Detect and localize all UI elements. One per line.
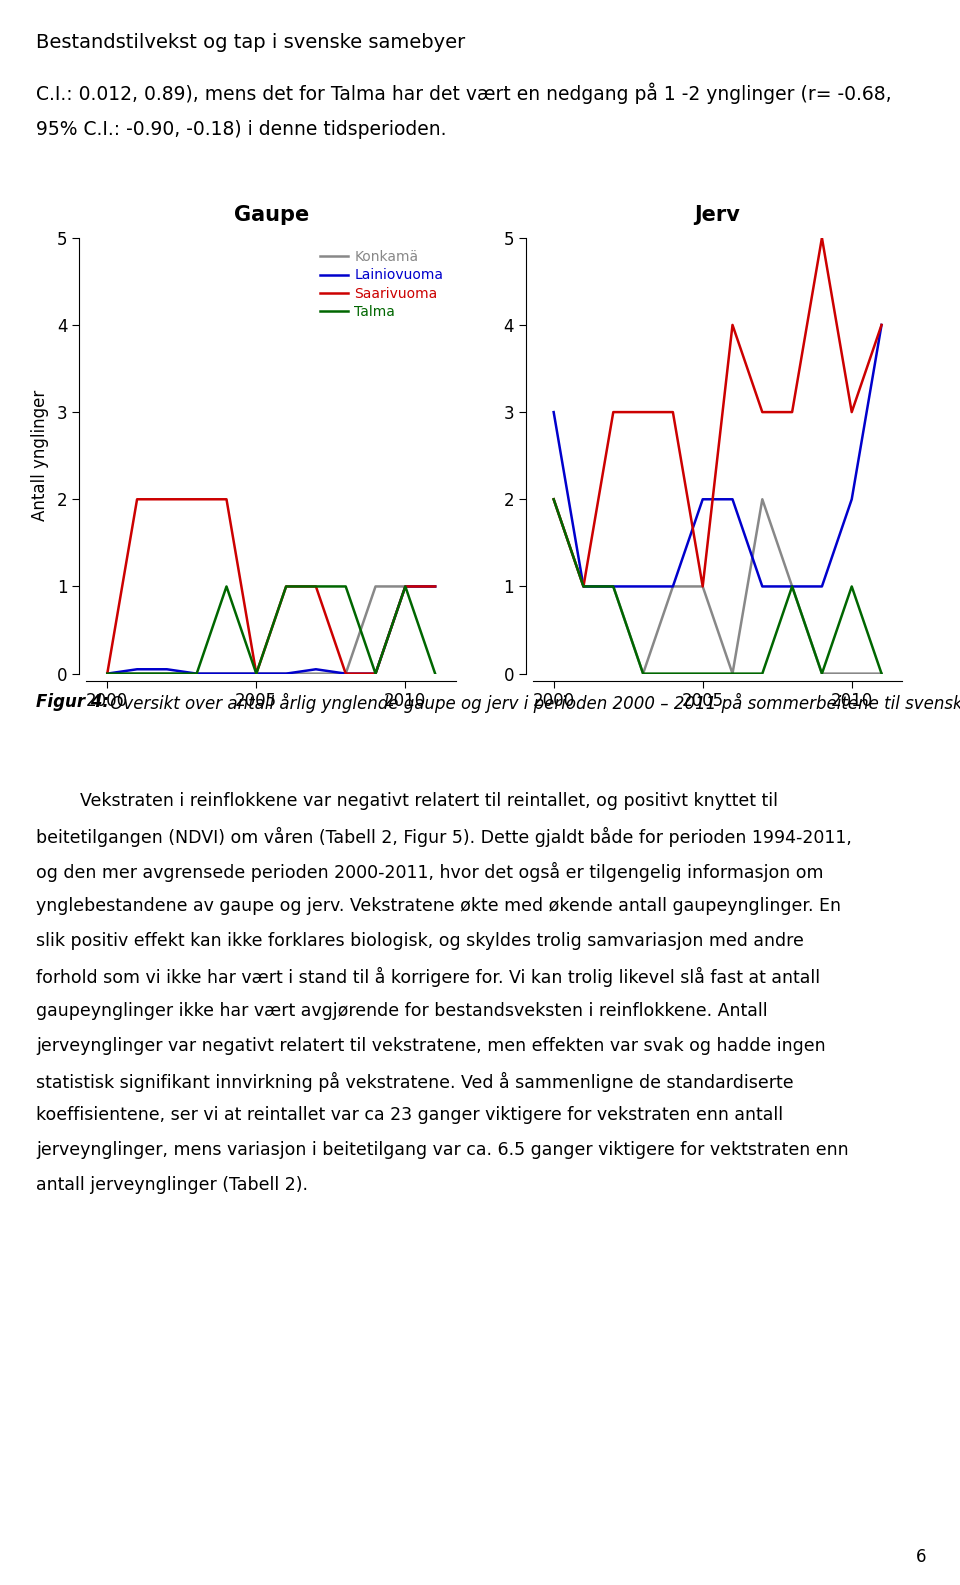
Text: jerveynglinger, mens variasjon i beitetilgang var ca. 6.5 ganger viktigere for v: jerveynglinger, mens variasjon i beiteti… (36, 1141, 849, 1159)
Text: 95% C.I.: -0.90, -0.18) i denne tidsperioden.: 95% C.I.: -0.90, -0.18) i denne tidsperi… (36, 120, 447, 139)
Title: Gaupe: Gaupe (233, 204, 309, 225)
Title: Jerv: Jerv (695, 204, 740, 225)
Text: Vekstraten i reinflokkene var negativt relatert til reintallet, og positivt knyt: Vekstraten i reinflokkene var negativt r… (36, 792, 779, 810)
Text: Figur 4:: Figur 4: (36, 693, 109, 710)
Text: forhold som vi ikke har vært i stand til å korrigere for. Vi kan trolig likevel : forhold som vi ikke har vært i stand til… (36, 967, 821, 987)
Text: antall jerveynglinger (Tabell 2).: antall jerveynglinger (Tabell 2). (36, 1176, 308, 1194)
Text: ynglebestandene av gaupe og jerv. Vekstratene økte med økende antall gaupeynglin: ynglebestandene av gaupe og jerv. Vekstr… (36, 897, 842, 915)
Text: statistisk signifikant innvirkning på vekstratene. Ved å sammenligne de standard: statistisk signifikant innvirkning på ve… (36, 1071, 794, 1092)
Legend: Konkamä, Lainiovuoma, Saarivuoma, Talma: Konkamä, Lainiovuoma, Saarivuoma, Talma (314, 244, 449, 325)
Text: slik positiv effekt kan ikke forklares biologisk, og skyldes trolig samvariasjon: slik positiv effekt kan ikke forklares b… (36, 932, 804, 949)
Text: Oversikt over antall årlig ynglende gaupe og jerv i perioden 2000 – 2011 på somm: Oversikt over antall årlig ynglende gaup… (105, 693, 960, 713)
Text: Bestandstilvekst og tap i svenske samebyer: Bestandstilvekst og tap i svenske sameby… (36, 33, 466, 52)
Text: C.I.: 0.012, 0.89), mens det for Talma har det vært en nedgang på 1 -2 ynglinger: C.I.: 0.012, 0.89), mens det for Talma h… (36, 82, 892, 105)
Text: beitetilgangen (NDVI) om våren (Tabell 2, Figur 5). Dette gjaldt både for period: beitetilgangen (NDVI) om våren (Tabell 2… (36, 827, 852, 848)
Text: 6: 6 (916, 1549, 926, 1566)
Text: og den mer avgrensede perioden 2000-2011, hvor det også er tilgengelig informasj: og den mer avgrensede perioden 2000-2011… (36, 862, 824, 883)
Text: gaupeynglinger ikke har vært avgjørende for bestandsveksten i reinflokkene. Anta: gaupeynglinger ikke har vært avgjørende … (36, 1002, 768, 1019)
Text: koeffisientene, ser vi at reintallet var ca 23 ganger viktigere for vekstraten e: koeffisientene, ser vi at reintallet var… (36, 1106, 783, 1124)
Y-axis label: Antall ynglinger: Antall ynglinger (31, 390, 49, 521)
Text: jerveynglinger var negativt relatert til vekstratene, men effekten var svak og h: jerveynglinger var negativt relatert til… (36, 1037, 827, 1054)
